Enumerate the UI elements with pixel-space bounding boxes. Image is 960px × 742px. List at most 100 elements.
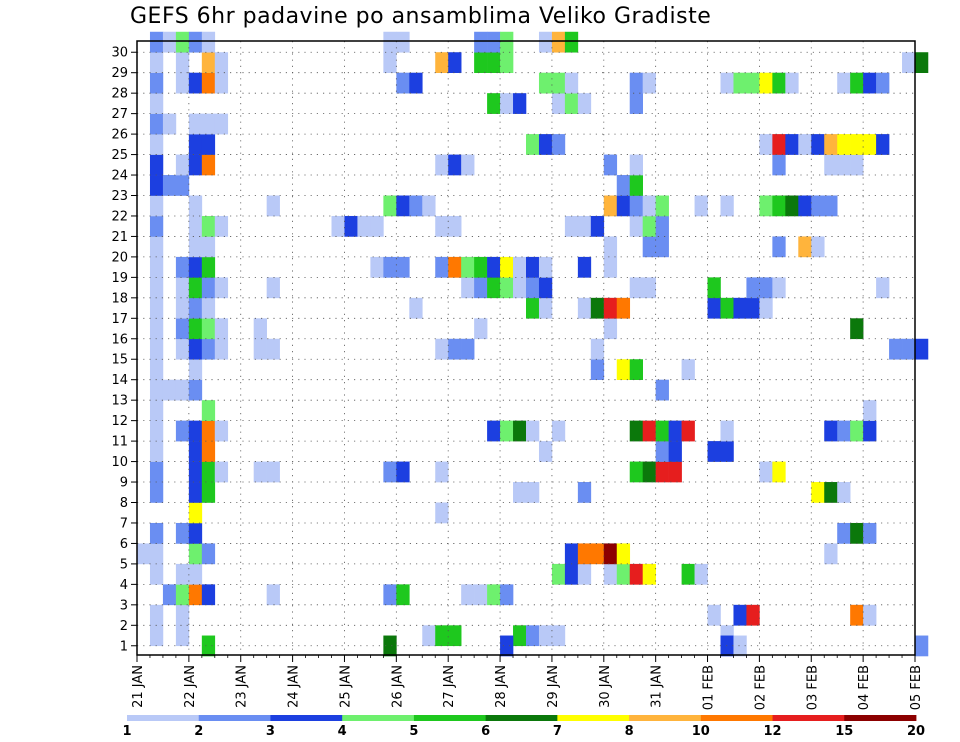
heatmap-cell [513, 482, 527, 503]
heatmap-cell [487, 277, 501, 299]
heatmap-cell [642, 215, 656, 237]
heatmap-cell [188, 256, 203, 278]
x-tick-label: 02 FEB [753, 665, 768, 710]
heatmap-cell [526, 256, 540, 278]
heatmap-cell [551, 420, 566, 442]
heatmap-cell [214, 461, 229, 483]
heatmap-cell [733, 297, 747, 319]
heatmap-cell [772, 277, 786, 299]
heatmap-cell [902, 338, 916, 360]
legend-label: 20 [907, 724, 925, 739]
heatmap-cell [370, 256, 384, 278]
heatmap-cell [188, 318, 203, 340]
heatmap-cell [915, 338, 929, 360]
heatmap-cell [824, 482, 838, 503]
heatmap-cell [370, 215, 384, 237]
heatmap-cell [785, 134, 799, 155]
y-tick-label: 3 [120, 598, 128, 613]
heatmap-cell [577, 297, 592, 319]
heatmap-cell [577, 563, 592, 585]
heatmap-cell [201, 52, 216, 73]
y-axis: 1234567891011121314151617181920212223242… [111, 46, 137, 654]
heatmap-cell [538, 31, 553, 53]
heatmap-cell [149, 31, 164, 53]
y-tick-label: 19 [111, 271, 128, 286]
heatmap-cell [435, 154, 449, 176]
legend-label: 3 [266, 724, 275, 739]
heatmap-cell [824, 154, 838, 176]
heatmap-cell [175, 338, 190, 360]
heatmap-cell [175, 297, 190, 319]
heatmap-cell [616, 195, 631, 217]
heatmap-cell [149, 420, 164, 442]
heatmap-cell [175, 420, 190, 442]
heatmap-cell [564, 563, 579, 585]
heatmap-cell [175, 604, 190, 626]
heatmap-cell [733, 72, 747, 94]
x-tick-label: 01 FEB [702, 665, 717, 710]
y-tick-label: 25 [111, 148, 128, 163]
heatmap-cell [603, 297, 618, 319]
x-tick-label: 30 JAN [598, 665, 613, 708]
heatmap-cell [149, 522, 164, 544]
heatmap-cell [746, 277, 760, 299]
heatmap-cell [331, 215, 345, 237]
heatmap-cell [720, 297, 734, 319]
heatmap-cell [500, 52, 514, 73]
y-tick-label: 15 [111, 353, 128, 368]
heatmap-cell [474, 31, 488, 53]
heatmap-cell [629, 277, 643, 299]
legend-label: 1 [122, 724, 131, 739]
heatmap-cell [694, 195, 708, 217]
heatmap-cell [435, 52, 449, 73]
heatmap-cell [811, 236, 825, 258]
heatmap-cell [175, 175, 190, 196]
heatmap-cell [629, 154, 643, 176]
heatmap-cell [448, 625, 462, 647]
heatmap-cell [149, 236, 164, 258]
heatmap-cell [772, 195, 786, 217]
heatmap-cell [266, 584, 280, 606]
y-tick-label: 22 [111, 209, 128, 224]
heatmap-cell [564, 93, 579, 114]
heatmap-cell [487, 93, 501, 114]
x-tick-label: 25 JAN [338, 665, 353, 708]
y-tick-label: 6 [120, 537, 128, 552]
heatmap-cell [188, 215, 203, 237]
heatmap-cell [785, 72, 799, 94]
heatmap-cell [409, 72, 423, 94]
heatmap-cell [629, 461, 643, 483]
heatmap-cell [837, 482, 851, 503]
heatmap-cell [188, 113, 203, 135]
heatmap-cell [149, 52, 164, 73]
heatmap-cell [149, 154, 164, 176]
heatmap-cell [642, 195, 656, 217]
x-tick-label: 28 JAN [494, 665, 509, 708]
heatmap-cell [577, 215, 592, 237]
heatmap-cell [175, 277, 190, 299]
heatmap-cell [681, 563, 695, 585]
heatmap-cell [889, 338, 903, 360]
x-tick-label: 31 JAN [650, 665, 665, 708]
legend-label: 5 [409, 724, 418, 739]
heatmap-cell [396, 31, 410, 53]
y-tick-label: 29 [111, 66, 128, 81]
heatmap-cell [149, 461, 164, 483]
heatmap-cell [500, 256, 514, 278]
heatmap-cell [500, 277, 514, 299]
color-legend: 1 2 3 4 5 6 7 8 10 12 15 20 [122, 715, 925, 739]
heatmap-cell [655, 215, 669, 237]
heatmap-cell [824, 195, 838, 217]
heatmap-cell [149, 379, 164, 401]
x-tick-label: 21 JAN [131, 665, 146, 708]
heatmap-cell [824, 420, 838, 442]
heatmap-cell [201, 400, 216, 421]
x-tick-label: 26 JAN [390, 665, 405, 708]
heatmap-cell [694, 563, 708, 585]
heatmap-cell [487, 256, 501, 278]
heatmap-cell [564, 31, 579, 53]
heatmap-cell [201, 584, 216, 606]
heatmap-cell [616, 175, 631, 196]
heatmap-cell [538, 441, 553, 462]
heatmap-cell [720, 72, 734, 94]
